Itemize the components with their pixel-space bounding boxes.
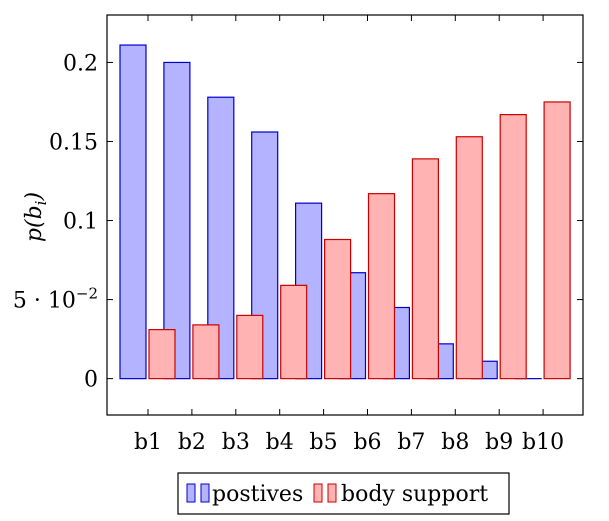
- legend-label-postives: postives: [212, 482, 303, 507]
- bar-body-support-b9: [499, 114, 527, 380]
- y-tick-label-0: 0: [84, 368, 98, 393]
- legend-entry-body-support: body support: [313, 482, 488, 507]
- x-tick-label-b10: b10: [522, 430, 564, 455]
- legend-label-body-support: body support: [341, 482, 488, 507]
- bar-postives-b1: [119, 44, 147, 380]
- legend: postives body support: [177, 472, 510, 515]
- bar-postives-b2: [163, 61, 191, 380]
- x-tick-label-b5: b5: [310, 430, 338, 455]
- bar-body-support-b1: [148, 329, 176, 380]
- bar-body-support-b3: [236, 314, 264, 380]
- x-tick-labels: b1 b2 b3 b4 b5 b6 b7 b8 b9 b10: [134, 430, 564, 455]
- legend-swatch-postives-a: [186, 483, 196, 503]
- y-tick-label-1: 5 · 10−2: [13, 285, 98, 314]
- legend-entry-postives: postives: [186, 482, 303, 507]
- x-tick-label-b3: b3: [222, 430, 250, 455]
- legend-swatch-postives-b: [200, 483, 210, 503]
- x-tick-label-b9: b9: [485, 430, 513, 455]
- y-axis-label: p(bi): [22, 192, 50, 242]
- x-tick-label-b7: b7: [397, 430, 425, 455]
- bar-body-support-b5: [324, 238, 352, 380]
- y-tick-label-3: 0.15: [49, 130, 98, 155]
- y-tick-labels: 0 5 · 10−2 0.1 0.15 0.2: [13, 51, 98, 392]
- bar-body-support-b8: [455, 136, 483, 380]
- bar-body-support-b6: [367, 193, 396, 380]
- bar-body-support-b4: [280, 284, 308, 380]
- x-tick-label-b4: b4: [266, 430, 294, 455]
- plot-frame: [106, 14, 584, 416]
- ticks-layer: [107, 15, 583, 415]
- x-tick-label-b8: b8: [441, 430, 469, 455]
- legend-swatch-body-support-b: [327, 483, 337, 503]
- bar-body-support-b2: [192, 324, 220, 380]
- bar-body-support-b7: [411, 158, 439, 380]
- legend-swatch-body-support-a: [313, 483, 323, 503]
- y-tick-label-2: 0.1: [63, 210, 98, 235]
- bar-body-support-b10: [543, 101, 571, 380]
- x-tick-label-b6: b6: [353, 430, 381, 455]
- x-tick-label-b2: b2: [178, 430, 206, 455]
- x-tick-label-b1: b1: [134, 430, 162, 455]
- bars-layer: [119, 44, 571, 380]
- y-tick-label-4: 0.2: [63, 51, 98, 76]
- legend-frame: [177, 472, 510, 515]
- bar-postives-b4: [251, 131, 279, 380]
